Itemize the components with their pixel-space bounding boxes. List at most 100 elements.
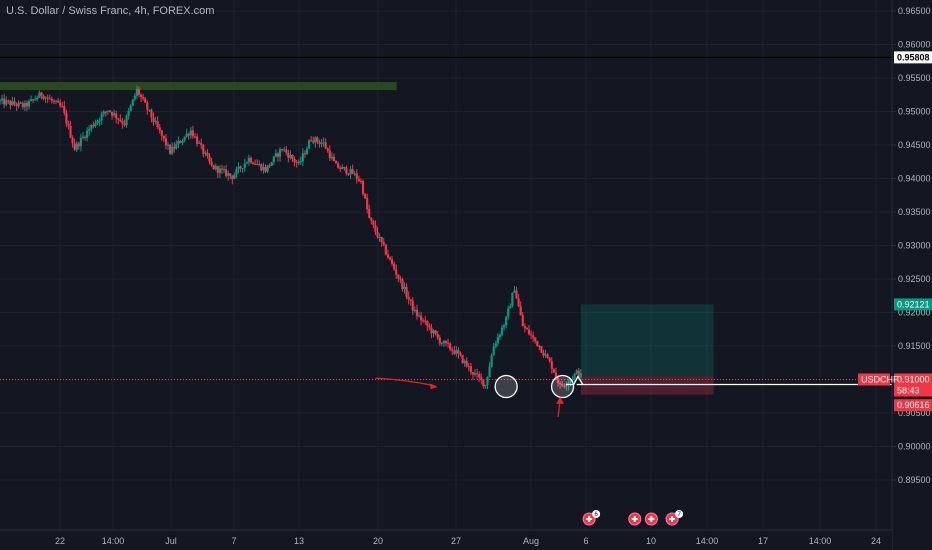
- candle-body: [17, 102, 20, 107]
- candle-body: [500, 327, 504, 335]
- candle-body: [426, 321, 429, 326]
- candle-body: [320, 142, 323, 144]
- candle-body: [310, 140, 313, 142]
- x-tick-label: 10: [646, 536, 656, 546]
- time-axis: [0, 530, 892, 550]
- x-tick-label: 14:00: [809, 536, 832, 546]
- candle-body: [27, 100, 31, 107]
- candle-body: [339, 168, 342, 170]
- candle-body: [399, 278, 402, 280]
- candle-body: [534, 337, 537, 341]
- candle-body: [363, 194, 367, 198]
- candle-body: [185, 133, 188, 137]
- candle-body: [527, 329, 531, 335]
- candle-body: [115, 113, 118, 119]
- x-tick-label: 22: [55, 536, 65, 546]
- candle-body: [515, 290, 518, 299]
- x-tick-label: 14:00: [696, 536, 719, 546]
- candle-body: [330, 156, 334, 159]
- key-level-tag-label: 0.95808: [897, 52, 930, 62]
- candle-body: [102, 111, 105, 115]
- candle-body: [428, 325, 431, 328]
- candle-body: [75, 143, 78, 150]
- candle-body: [218, 168, 221, 173]
- candle-body: [488, 366, 491, 377]
- candle-body: [496, 337, 499, 344]
- candle-body: [480, 377, 483, 380]
- candle-body: [420, 315, 423, 321]
- candle-body: [478, 374, 481, 378]
- economic-event-badge[interactable]: [628, 512, 642, 526]
- candle-body: [436, 334, 439, 338]
- candle-body: [355, 173, 358, 179]
- candle-body: [328, 150, 331, 159]
- candle-body: [23, 102, 26, 107]
- candle-body: [366, 197, 369, 210]
- candle-body: [579, 373, 582, 378]
- candle-body: [529, 334, 533, 336]
- candle-body: [459, 353, 462, 356]
- candle-body: [415, 309, 419, 317]
- candle-body: [193, 136, 197, 138]
- candle-body: [40, 92, 43, 96]
- x-tick-label: 7: [231, 536, 236, 546]
- candle-body: [110, 111, 114, 116]
- candle-body: [42, 95, 45, 99]
- candle-body: [283, 149, 286, 151]
- symbol-tag-label: USDCHF: [861, 375, 899, 385]
- candle-body: [239, 166, 242, 169]
- candle-body: [281, 149, 284, 151]
- badge-count: 6: [594, 512, 598, 518]
- candle-body: [446, 342, 450, 344]
- candle-body: [54, 100, 58, 102]
- x-tick-label: 27: [451, 536, 461, 546]
- candle-body: [565, 385, 568, 387]
- candle-body: [390, 259, 394, 264]
- candle-body: [160, 130, 163, 136]
- candle-body: [162, 135, 165, 139]
- y-tick-label: 0.93000: [898, 241, 931, 251]
- candle-body: [119, 119, 122, 122]
- economic-event-badge[interactable]: [644, 512, 658, 526]
- candle-body: [123, 123, 126, 126]
- economic-event-badge[interactable]: 7: [665, 510, 684, 526]
- candle-body: [490, 355, 493, 367]
- candle-body: [567, 382, 570, 386]
- candle-body: [30, 99, 33, 101]
- candle-body: [158, 127, 161, 131]
- candle-body: [463, 360, 466, 364]
- candle-body: [235, 169, 238, 175]
- candle-body: [548, 358, 551, 362]
- candle-body: [301, 153, 304, 162]
- candle-body: [378, 236, 381, 238]
- price-tag: [894, 399, 932, 412]
- candle-body: [166, 144, 170, 146]
- candle-body: [36, 97, 39, 100]
- candle-body: [142, 97, 145, 99]
- candle-body: [492, 346, 495, 356]
- candle-body: [191, 130, 195, 137]
- candle-body: [577, 370, 580, 378]
- candle-body: [540, 346, 543, 353]
- candle-body: [384, 244, 387, 255]
- key-level-tag: [894, 51, 932, 64]
- candle-body: [297, 161, 300, 164]
- candle-body: [432, 330, 435, 334]
- candle-body: [457, 350, 460, 354]
- economic-event-badge[interactable]: 6: [582, 510, 601, 526]
- candle-body: [25, 102, 29, 107]
- candle-body: [137, 88, 141, 95]
- candle-body: [52, 100, 56, 102]
- candle-body: [225, 169, 228, 176]
- candle-body: [222, 169, 226, 171]
- candle-body: [233, 174, 236, 180]
- y-tick-label: 0.92500: [898, 274, 931, 284]
- price-tag: [894, 298, 932, 311]
- candle-body: [148, 109, 151, 111]
- candle-body: [146, 102, 149, 110]
- candle-body: [48, 98, 51, 100]
- y-tick-label: 0.94000: [898, 174, 931, 184]
- candle-body: [552, 368, 555, 373]
- candle-body: [69, 125, 72, 138]
